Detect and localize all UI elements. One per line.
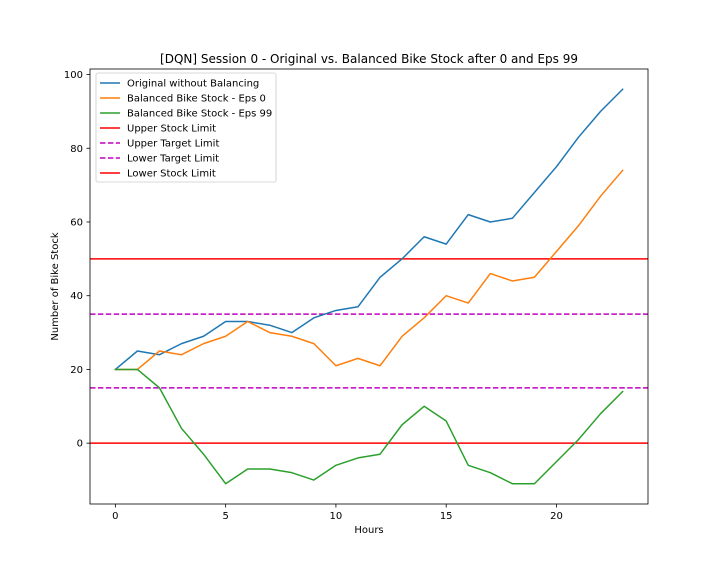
legend-label-upper-target-limit: Upper Target Limit — [127, 139, 219, 150]
series-line-balanced-bike-stock-eps-0 — [114, 169, 624, 371]
x-axis-label: Hours — [354, 525, 383, 536]
reference-lines — [90, 258, 648, 444]
x-tick-label: 10 — [330, 511, 343, 522]
chart-title: [DQN] Session 0 - Original vs. Balanced … — [160, 52, 578, 66]
x-tick-label: 20 — [550, 511, 563, 522]
legend-label-balanced-bike-stock-eps-0: Balanced Bike Stock - Eps 0 — [127, 94, 266, 105]
y-tick-label: 20 — [70, 365, 83, 376]
y-axis-label: Number of Bike Stock — [50, 232, 61, 340]
legend-label-balanced-bike-stock-eps-99: Balanced Bike Stock - Eps 99 — [127, 109, 272, 120]
y-tick-label: 60 — [70, 217, 83, 228]
plot-frame — [89, 68, 649, 505]
legend-box — [95, 72, 277, 183]
series-lines — [114, 88, 624, 485]
legend-label-upper-stock-limit: Upper Stock Limit — [127, 124, 216, 135]
x-tick-label: 0 — [112, 511, 118, 522]
series-line-balanced-bike-stock-eps-99 — [114, 368, 624, 485]
y-tick-label: 0 — [77, 439, 83, 450]
legend-label-lower-stock-limit: Lower Stock Limit — [127, 169, 216, 180]
legend: Original without Balancing Balanced Bike … — [95, 72, 277, 183]
legend-label-original-without-balancing: Original without Balancing — [127, 79, 259, 90]
x-tick-label: 15 — [440, 511, 453, 522]
x-tick-label: 5 — [222, 511, 228, 522]
y-tick-label: 80 — [70, 144, 83, 155]
x-axis-ticks: 0 5 10 15 20 — [112, 504, 563, 522]
legend-label-lower-target-limit: Lower Target Limit — [127, 154, 219, 165]
y-tick-label: 40 — [70, 291, 83, 302]
y-axis-ticks: 0 20 40 60 80 100 — [64, 70, 90, 450]
series-line-original-without-balancing — [114, 88, 624, 371]
y-tick-label: 100 — [64, 70, 83, 81]
